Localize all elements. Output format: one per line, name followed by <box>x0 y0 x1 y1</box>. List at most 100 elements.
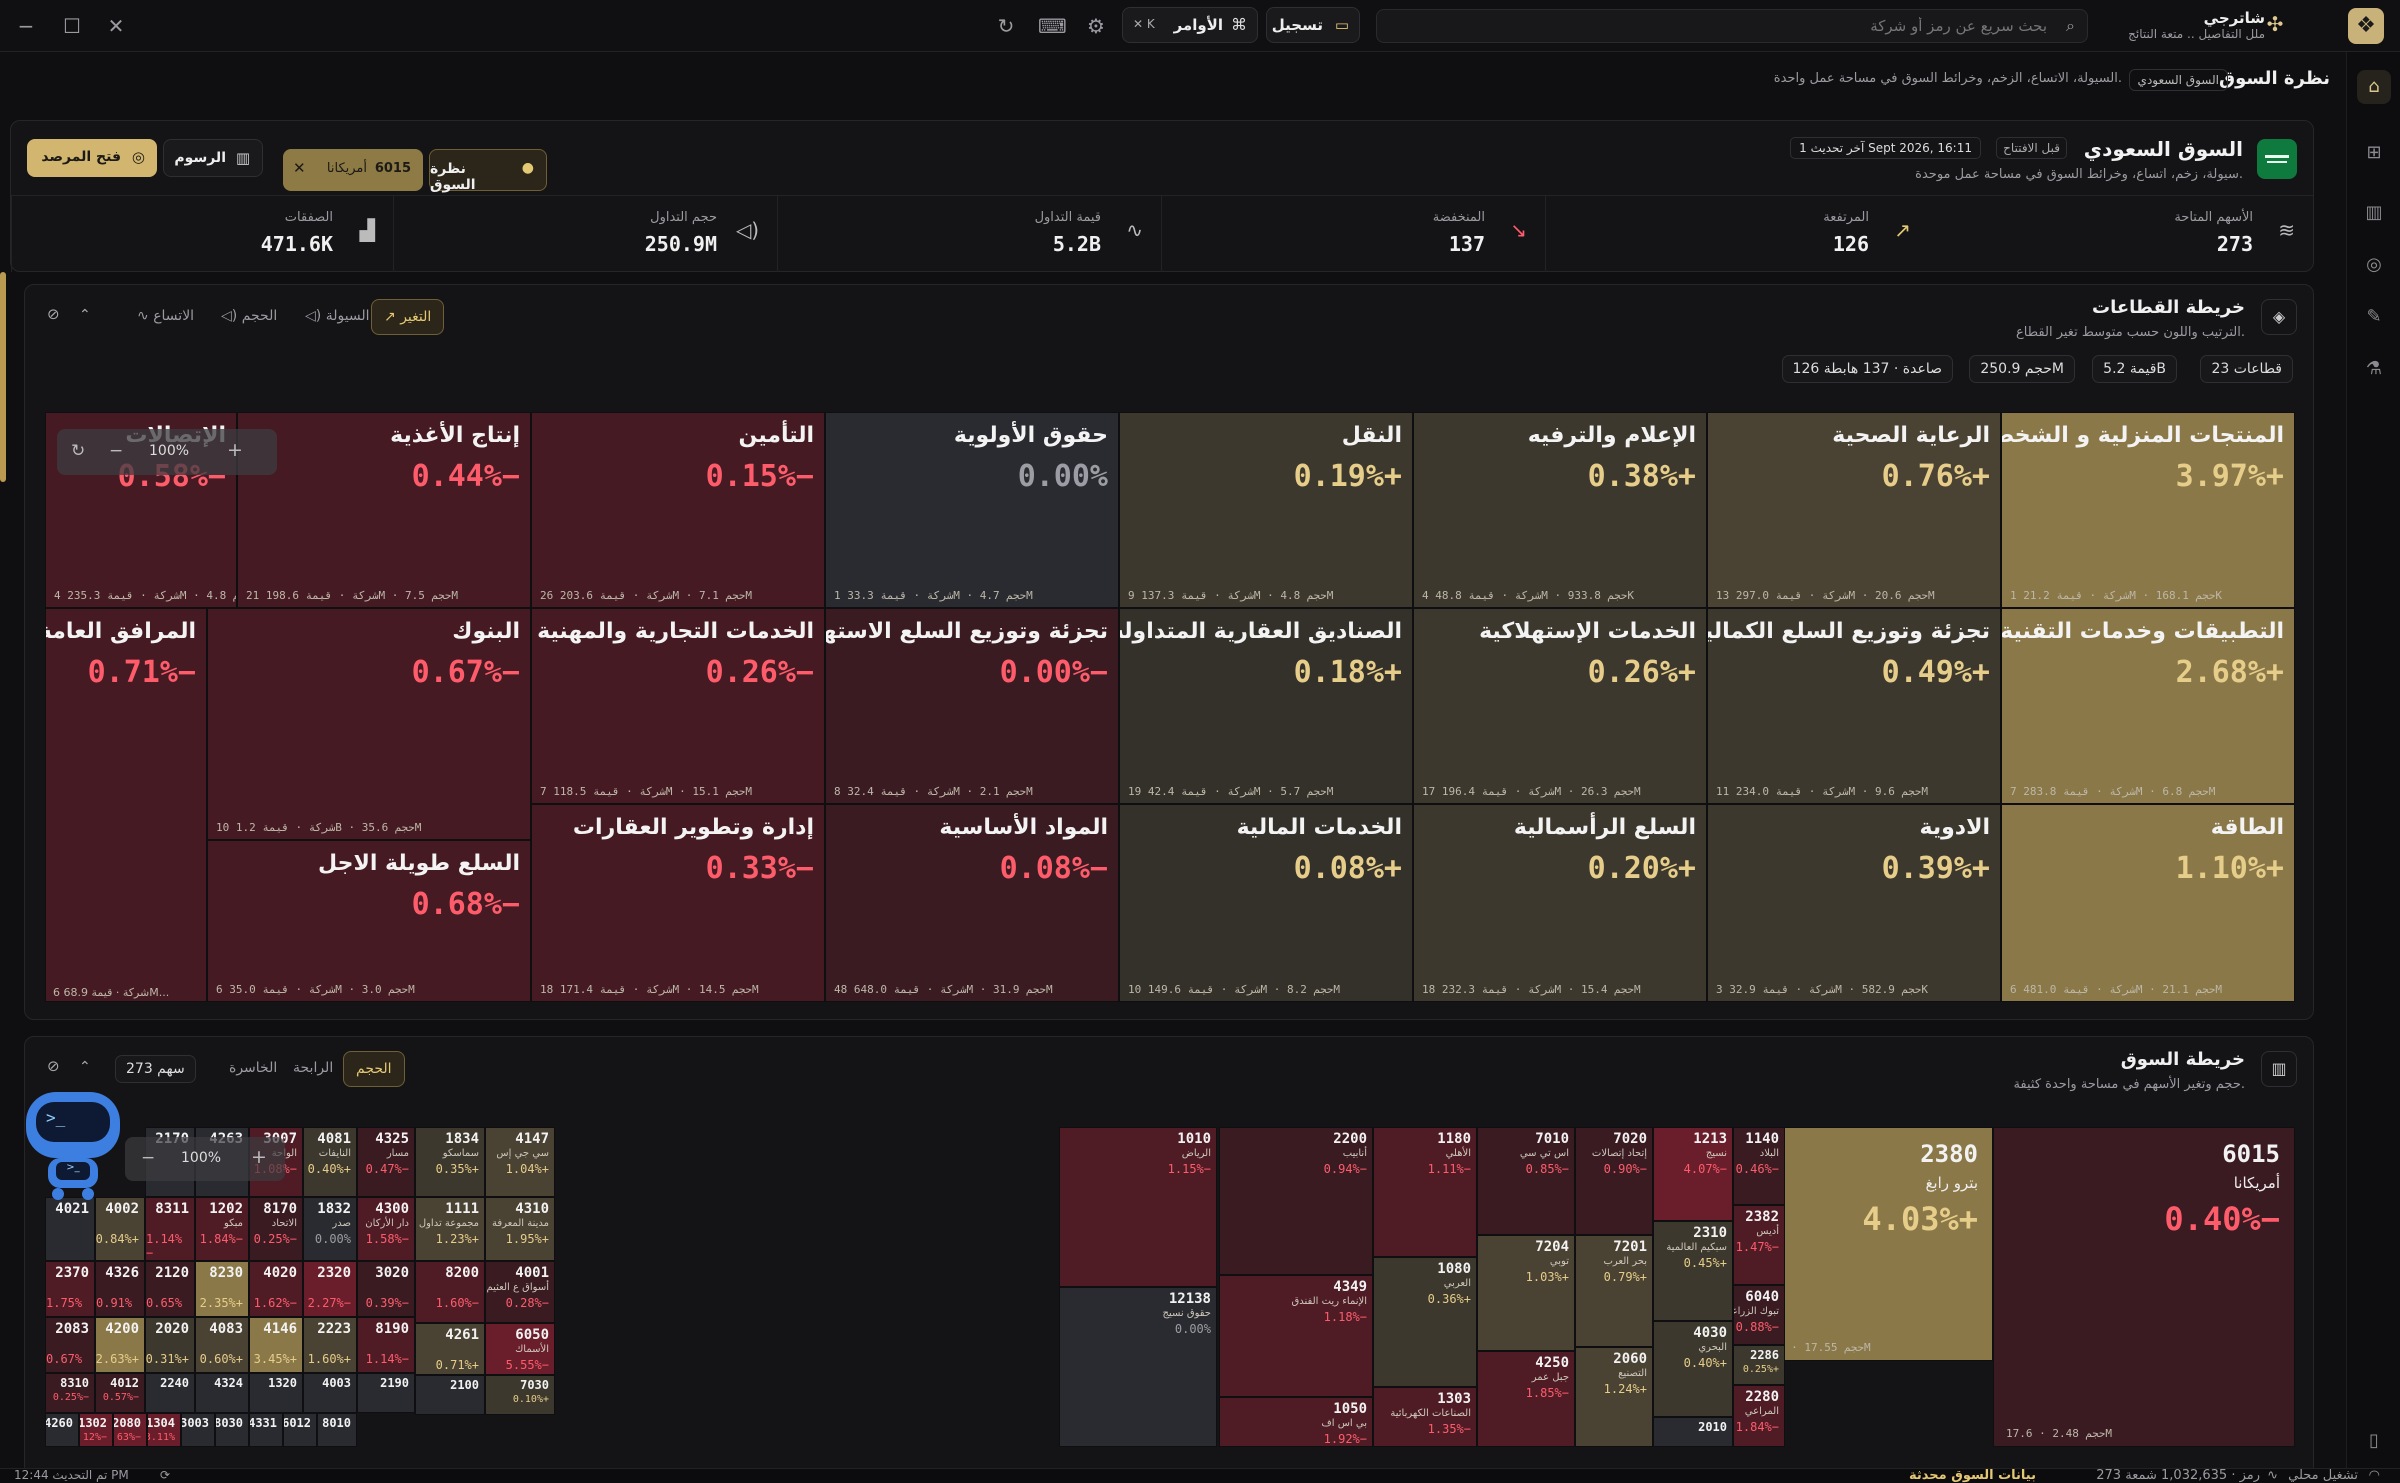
stock-tile[interactable]: 3020 0.39%− <box>357 1261 415 1317</box>
collapse-chevron-icon[interactable]: ⌃ <box>79 1059 91 1075</box>
mode-losers[interactable]: الخاسرة <box>229 1060 278 1076</box>
window-maximize-icon[interactable]: ☐ <box>63 14 81 38</box>
stock-tile[interactable]: 1050 بي اس اف 1.92%− <box>1219 1397 1373 1447</box>
mode-volume[interactable]: الحجم <box>343 1051 405 1087</box>
stock-tile[interactable]: 2190 <box>357 1373 415 1413</box>
record-button[interactable]: ▭ تسجيل <box>1266 7 1360 43</box>
zoom-out-icon[interactable]: − <box>141 1148 156 1168</box>
sector-tile[interactable]: التطبيقات وخدمات التقنية 2.68%+ 7 شركة · ق… <box>2001 608 2295 804</box>
stock-tile[interactable]: 4324 <box>195 1373 249 1413</box>
stock-tile[interactable]: 12138 حقوق نسيج 0.00% <box>1059 1287 1217 1447</box>
stock-tile[interactable]: 2020 0.31%+ <box>145 1317 195 1373</box>
scrollbar-thumb[interactable] <box>0 272 6 482</box>
stock-tile[interactable]: 8030 <box>215 1413 249 1447</box>
stock-tile[interactable]: 8010 <box>317 1413 357 1447</box>
sector-tile[interactable]: المواد الأساسية 0.08%− 48 شركة · قيمة 648.… <box>825 804 1119 1002</box>
collapse-chevron-icon[interactable]: ⌃ <box>79 307 91 323</box>
stock-tile[interactable]: 2370 1.75%− <box>45 1261 95 1317</box>
stock-tile[interactable]: 2080 63%− <box>113 1413 147 1447</box>
stock-tile[interactable]: 1303 الصناعات الكهربائية 1.35%− <box>1373 1387 1477 1447</box>
stock-tile[interactable]: 4300 دار الأركان 1.58%− <box>357 1197 415 1261</box>
stock-tile[interactable]: 1213 نسيج 4.07%− <box>1653 1127 1733 1221</box>
zoom-in-icon[interactable]: + <box>251 1146 267 1168</box>
sector-tile[interactable]: المنتجات المنزلية و الشخصية 3.97%+ 1 شركة … <box>2001 412 2295 608</box>
stock-tile[interactable]: 2060 التصنيع 1.24%+ <box>1575 1347 1653 1447</box>
stock-tile[interactable]: 4260 <box>45 1413 79 1447</box>
sector-tile[interactable]: الخدمات الإستهلاكية 0.26%+ 17 شركة · قيمة … <box>1413 608 1707 804</box>
stock-tile[interactable]: 7010 اس تي سي 0.85%− <box>1477 1127 1575 1235</box>
hide-eye-icon[interactable]: ⊘ <box>47 1057 60 1075</box>
stock-tile[interactable]: 6050 الأسماك 5.55%− <box>485 1323 555 1375</box>
stock-tile[interactable]: 7204 توبي 1.03%+ <box>1477 1235 1575 1351</box>
sector-tile[interactable]: الرعاية الصحية 0.76%+ 13 شركة · قيمة 297.0… <box>1707 412 2001 608</box>
window-minimize-icon[interactable]: − <box>17 14 35 38</box>
stock-tile[interactable]: 1834 سماسكو 0.35%+ <box>415 1127 485 1197</box>
stock-tile[interactable]: 4310 مدينة المعرفة 1.95%+ <box>485 1197 555 1261</box>
stock-tile[interactable]: 6015 أمريكانا 0.40%− حجم 2.48 · 17.6M <box>1993 1127 2295 1447</box>
map-icon[interactable]: ⊞ <box>2366 142 2382 163</box>
sector-tile[interactable]: السلع طويلة الاجل 0.68%− 6 شركة · قيمة 35.… <box>207 840 531 1002</box>
stock-tile[interactable]: 2010سابك <box>1653 1417 1733 1447</box>
stock-tile[interactable]: 2320 2.27%− <box>303 1261 357 1317</box>
sector-tile[interactable]: الصناديق العقارية المتداولة 0.18%+ 19 شركة… <box>1119 608 1413 804</box>
stock-tile[interactable]: 4146 3.45%+ <box>249 1317 303 1373</box>
radar-icon[interactable]: ◎ <box>2366 254 2382 275</box>
stock-tile[interactable]: 6012 <box>283 1413 317 1447</box>
stock-tile[interactable]: 2200 أنابيب 0.94%− <box>1219 1127 1373 1275</box>
stock-tile[interactable]: 4001 أسواق ع العثيم 0.28%− <box>485 1261 555 1323</box>
stock-tile[interactable]: 8230 2.35%+ <box>195 1261 249 1317</box>
stock-tile[interactable]: 8311 1.14%− <box>145 1197 195 1261</box>
stock-tile[interactable]: 8310 0.25%− <box>45 1373 95 1413</box>
stock-tile[interactable]: 2120 0.65%− <box>145 1261 195 1317</box>
stock-tile[interactable]: 8200 1.60%− <box>415 1261 485 1323</box>
stock-tile[interactable]: 4020 1.62%− <box>249 1261 303 1317</box>
edit-icon[interactable]: ✎ <box>2366 306 2382 327</box>
reset-zoom-icon[interactable]: ↻ <box>71 441 86 461</box>
mode-gainers[interactable]: الرابحة <box>293 1060 334 1076</box>
mode-volume[interactable]: ◁) الحجم <box>221 308 278 324</box>
keyboard-icon[interactable]: ⌨ <box>1038 14 1067 38</box>
sector-tile[interactable]: المرافق العامة 0.71%− <box>45 608 207 1002</box>
stock-tile[interactable]: 4002 0.84%+ <box>95 1197 145 1261</box>
stock-tile[interactable]: 4331 <box>249 1413 283 1447</box>
stock-tile[interactable]: 4147 سي جي إس 1.04%+ <box>485 1127 555 1197</box>
stock-tile[interactable]: 2382 أديس 1.47%− <box>1733 1205 1785 1285</box>
stock-tile[interactable]: 7020 إتحاد إتصالات 0.90%− <box>1575 1127 1653 1235</box>
stock-tile[interactable]: 1302 12%− <box>79 1413 113 1447</box>
zoom-in-icon[interactable]: + <box>227 439 243 461</box>
mode-change[interactable]: ↗ التغير <box>371 299 445 335</box>
stock-tile[interactable]: 4325 مسار 0.47%− <box>357 1127 415 1197</box>
sector-tile[interactable]: الإعلام والترفيه 0.38%+ 4 شركة · قيمة 48.8… <box>1413 412 1707 608</box>
stock-tile[interactable]: 4200 2.63%+ <box>95 1317 145 1373</box>
sector-tile[interactable]: الطاقة 1.10%+ 6 شركة · قيمة 481.0M · حجم 2… <box>2001 804 2295 1002</box>
tab-stock-americana[interactable]: 6015 أمريكانا ✕ <box>283 149 423 191</box>
sector-tile[interactable]: تجزئة وتوزيع السلع الكمالية 0.49%+ 11 شركة… <box>1707 608 2001 804</box>
stock-tile[interactable]: 1080 العربي 0.36%+ <box>1373 1257 1477 1387</box>
stock-tile[interactable]: 4261 0.71%+ <box>415 1323 485 1375</box>
sector-tile[interactable]: التأمين 0.15%− 26 شركة · قيمة 203.6M · حجم… <box>531 412 825 608</box>
sector-tile[interactable]: النقل 0.19%+ 9 شركة · قيمة 137.3M · حجم 4.… <box>1119 412 1413 608</box>
mode-breadth[interactable]: ∿ الاتساع <box>137 308 195 324</box>
stock-tile[interactable]: 4326 0.91%− <box>95 1261 145 1317</box>
sector-tile[interactable]: تجزئة وتوزيع السلع الاستهلاكية 0.00%− 8 شر… <box>825 608 1119 804</box>
stock-tile[interactable]: 3003 <box>181 1413 215 1447</box>
stock-tile[interactable]: 4250 جبل عمر 1.85%− <box>1477 1351 1575 1447</box>
settings-gear-icon[interactable]: ⚙ <box>1087 14 1105 38</box>
sector-tile[interactable]: السلع الرأسمالية 0.20%+ 18 شركة · قيمة 232… <box>1413 804 1707 1002</box>
stock-tile[interactable]: 2310 سبكيم العالمية 0.45%+ <box>1653 1221 1733 1321</box>
stock-tile[interactable]: 1320 <box>249 1373 303 1413</box>
mode-liquidity[interactable]: ◁) السيولة <box>305 308 370 324</box>
stock-tile[interactable]: 2280 المراعي 1.84%− <box>1733 1385 1785 1447</box>
flask-icon[interactable]: ⚗ <box>2365 358 2383 379</box>
tab-close-icon[interactable]: ✕ <box>293 159 306 177</box>
stock-tile[interactable]: 4003 <box>303 1373 357 1413</box>
stock-tile[interactable]: 7030زين0.10%+ <box>485 1375 555 1415</box>
sector-tile[interactable]: الادوية 0.39%+ 3 شركة · قيمة 32.9M · حجم 5… <box>1707 804 2001 1002</box>
stock-tile[interactable]: 4021 <box>45 1197 95 1261</box>
window-close-icon[interactable]: ✕ <box>107 14 125 38</box>
stock-tile[interactable]: 1111 مجموعة تداول 1.23%+ <box>415 1197 485 1261</box>
stock-tile[interactable]: 8190 1.14%− <box>357 1317 415 1373</box>
stock-tile[interactable]: 1832 صدر 0.00% <box>303 1197 357 1261</box>
